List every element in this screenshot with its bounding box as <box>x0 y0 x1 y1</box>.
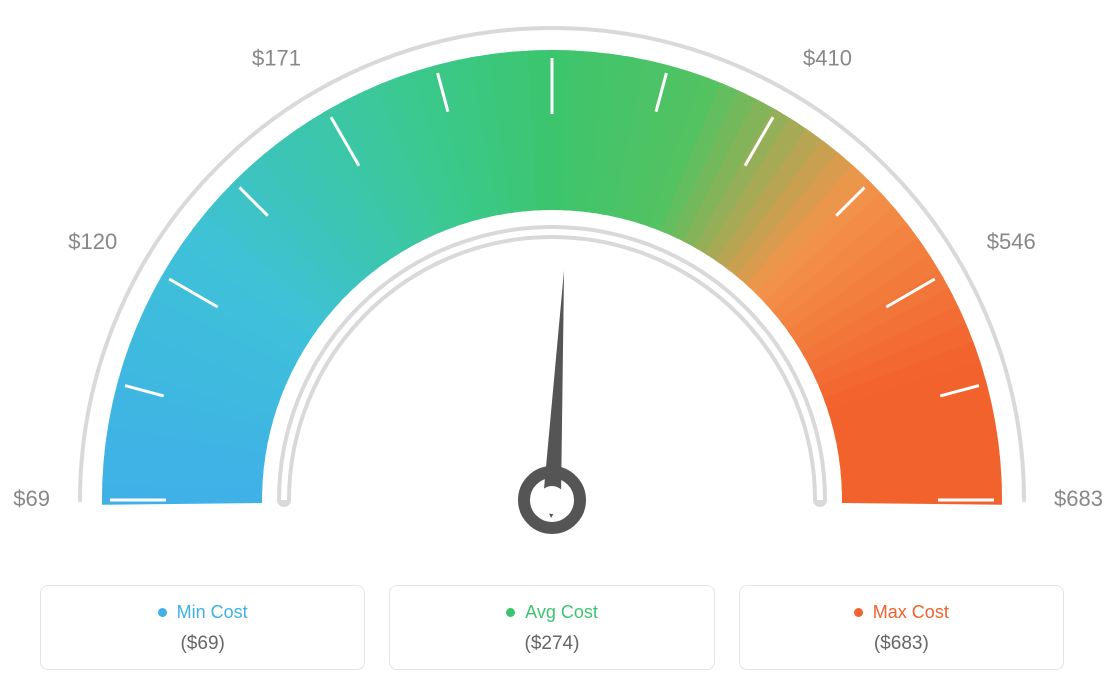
gauge-tick-label: $69 <box>13 486 50 511</box>
avg-dot-icon <box>506 608 515 617</box>
min-cost-card: Min Cost ($69) <box>40 585 365 670</box>
avg-cost-value: ($274) <box>402 633 701 655</box>
min-cost-label: Min Cost <box>177 602 248 623</box>
min-dot-icon <box>158 608 167 617</box>
max-cost-value: ($683) <box>752 633 1051 655</box>
max-dot-icon <box>854 608 863 617</box>
min-cost-value: ($69) <box>53 633 352 655</box>
cost-gauge: $69$120$171$274$410$546$683 <box>0 0 1104 560</box>
gauge-tick-label: $546 <box>987 229 1036 254</box>
gauge-tick-label: $683 <box>1054 486 1103 511</box>
max-cost-label: Max Cost <box>873 602 949 623</box>
gauge-tick-label: $120 <box>68 229 117 254</box>
avg-cost-label: Avg Cost <box>525 602 598 623</box>
gauge-tick-label: $171 <box>252 45 301 70</box>
cost-cards: Min Cost ($69) Avg Cost ($274) Max Cost … <box>40 585 1064 670</box>
avg-cost-card: Avg Cost ($274) <box>389 585 714 670</box>
max-cost-card: Max Cost ($683) <box>739 585 1064 670</box>
gauge-tick-label: $410 <box>803 45 852 70</box>
